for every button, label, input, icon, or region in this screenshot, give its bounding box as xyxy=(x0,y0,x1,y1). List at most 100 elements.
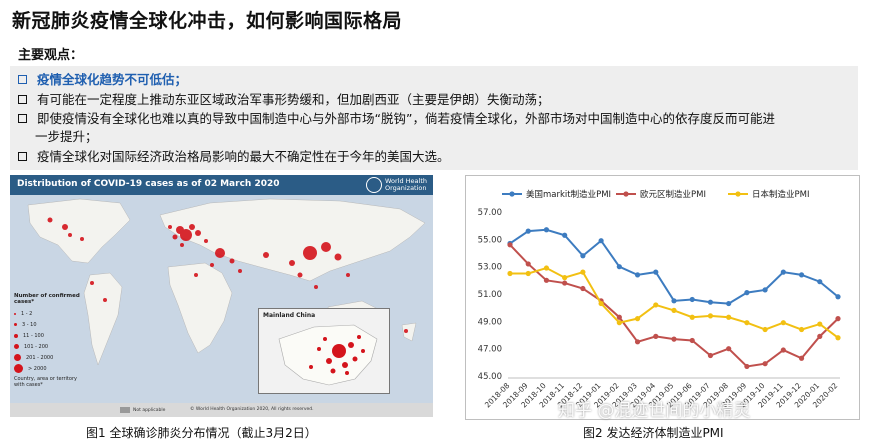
data-point xyxy=(653,333,659,339)
data-point xyxy=(598,300,604,307)
data-point xyxy=(634,339,641,345)
data-point xyxy=(580,285,586,292)
data-point xyxy=(671,336,677,342)
point-text: 有可能在一定程度上推动东亚区域政治军事形势缓和，但加剧西亚（主要是伊朗）失衡动荡… xyxy=(37,92,550,107)
point-continuation: 一步提升； xyxy=(35,128,98,146)
y-tick-label: 45.00 xyxy=(478,372,502,382)
section-heading: 主要观点： xyxy=(18,48,84,63)
point-item: 疫情全球化趋势不可低估； xyxy=(18,71,187,89)
data-point xyxy=(543,265,550,271)
series-line xyxy=(509,244,839,368)
data-point xyxy=(525,228,531,234)
china-inset-graphic xyxy=(278,324,378,386)
y-tick-label: 57.00 xyxy=(478,208,502,218)
data-point xyxy=(707,352,714,359)
legend-label: 美国markit制造业PMI xyxy=(526,189,611,200)
not-applicable-label: Not applicable xyxy=(133,407,166,413)
map-copyright: © World Health Organization 2020, All ri… xyxy=(190,407,314,412)
data-point xyxy=(726,314,732,320)
y-tick-label: 53.00 xyxy=(478,263,502,273)
who-name-line2: Organization xyxy=(384,184,427,192)
legend-title: Number of confirmed cases* xyxy=(14,293,80,305)
legend-item: 1 - 2 xyxy=(14,308,84,319)
map-header-bar: Distribution of COVID-19 cases as of 02 … xyxy=(10,175,433,195)
legend-marker xyxy=(623,191,629,197)
inset-title: Mainland China xyxy=(263,312,316,319)
map-legend: Number of confirmed cases* 1 - 2 3 - 10 … xyxy=(14,293,84,388)
data-point xyxy=(762,287,768,293)
data-point xyxy=(616,320,622,326)
data-point xyxy=(780,347,786,353)
data-point xyxy=(562,280,568,286)
series-line xyxy=(509,228,839,305)
data-point xyxy=(525,261,531,267)
figure-caption-map: 图1 全球确诊肺炎分布情况（截止3月2日） xyxy=(86,426,317,440)
data-point xyxy=(726,346,732,352)
key-points-box: 疫情全球化趋势不可低估； 有可能在一定程度上推动东亚区域政治军事形势缓和，但加剧… xyxy=(10,66,858,170)
legend-item: 3 - 10 xyxy=(14,319,84,330)
y-tick-label: 47.00 xyxy=(478,345,502,355)
who-emblem-icon xyxy=(365,177,382,193)
case-dot-icon xyxy=(14,364,23,373)
y-tick-label: 49.00 xyxy=(478,317,502,327)
data-point xyxy=(616,264,622,270)
watermark: 知乎 @混迹世间的小精灵 xyxy=(558,401,751,421)
y-tick-label: 55.00 xyxy=(478,235,502,245)
case-dot-icon xyxy=(14,312,16,315)
point-item: 疫情全球化对国际经济政治格局影响的最大不确定性在于今年的美国大选。 xyxy=(18,148,450,166)
point-item: 即使疫情没有全球化也难以真的导致中国制造中心与外部市场“脱钩”，倘若疫情全球化，… xyxy=(18,110,775,128)
legend-item: 11 - 100 xyxy=(14,330,84,341)
figure-caption-chart: 图2 发达经济体制造业PMI xyxy=(583,426,724,440)
data-point xyxy=(744,363,750,370)
point-text: 疫情全球化趋势不可低估； xyxy=(37,72,188,87)
china-inset-map: Mainland China xyxy=(258,308,390,394)
legend-item: > 2000 xyxy=(14,363,84,374)
data-point xyxy=(543,277,550,283)
data-point xyxy=(707,299,714,305)
data-point xyxy=(762,361,768,367)
bullet-square-icon xyxy=(18,95,27,104)
data-point xyxy=(835,335,841,341)
pmi-line-chart: 57.0055.0053.0051.0049.0047.0045.002018-… xyxy=(478,189,841,410)
who-logo: World Health Organization xyxy=(365,177,427,193)
data-point xyxy=(707,313,714,319)
data-point xyxy=(507,270,513,277)
data-point xyxy=(780,269,786,275)
data-point xyxy=(689,296,695,303)
map-title: Distribution of COVID-19 cases as of 02 … xyxy=(17,179,280,189)
data-point xyxy=(653,269,659,275)
data-point xyxy=(817,321,823,327)
point-text: 一步提升； xyxy=(35,129,98,144)
data-point xyxy=(780,320,786,326)
data-point xyxy=(562,275,568,281)
map-footer: Not applicable © World Health Organizati… xyxy=(10,403,433,417)
data-point xyxy=(616,314,622,320)
data-point xyxy=(726,300,732,307)
data-point xyxy=(744,290,750,296)
data-point xyxy=(762,326,768,333)
legend-item: 101 - 200 xyxy=(14,341,84,352)
covid-distribution-map: Distribution of COVID-19 cases as of 02 … xyxy=(10,175,433,417)
data-point xyxy=(835,316,841,322)
y-tick-label: 51.00 xyxy=(478,290,502,300)
data-point xyxy=(543,227,550,233)
data-point xyxy=(689,337,695,344)
legend-item: 201 - 2000 xyxy=(14,352,84,363)
not-applicable-swatch xyxy=(120,407,130,413)
point-item: 有可能在一定程度上推动东亚区域政治军事形势缓和，但加剧西亚（主要是伊朗）失衡动荡… xyxy=(18,91,550,109)
data-point xyxy=(798,326,805,333)
data-point xyxy=(817,279,823,285)
data-point xyxy=(671,307,677,313)
legend-label: 欧元区制造业PMI xyxy=(640,189,706,200)
legend-label: 日本制造业PMI xyxy=(752,189,809,200)
case-dot-icon xyxy=(14,323,17,326)
data-point xyxy=(580,253,586,259)
data-point xyxy=(798,355,805,361)
data-point xyxy=(580,269,586,275)
point-text: 疫情全球化对国际经济政治格局影响的最大不确定性在于今年的美国大选。 xyxy=(37,149,450,164)
legend-note: Country, area or territory with cases* xyxy=(14,376,77,388)
data-point xyxy=(817,333,823,339)
bullet-square-icon xyxy=(18,114,27,123)
bullet-square-icon xyxy=(18,75,27,84)
data-point xyxy=(689,314,695,320)
